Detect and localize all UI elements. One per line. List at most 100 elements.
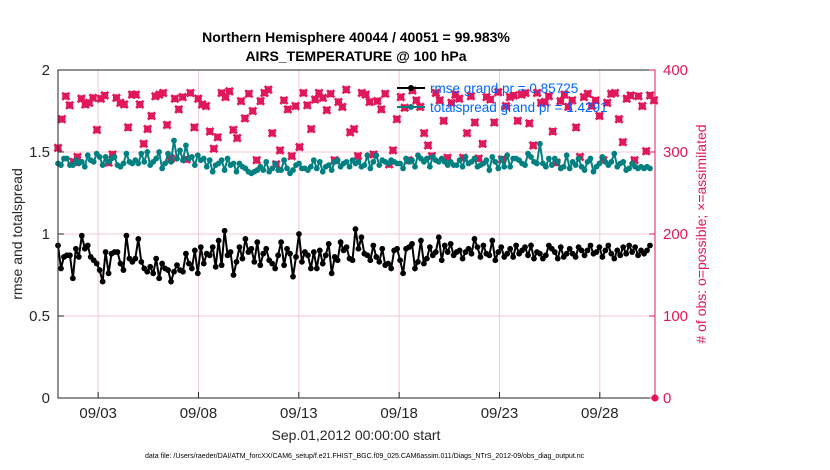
obs-assimilated-point — [466, 91, 476, 101]
obs-assimilated-point — [524, 118, 534, 128]
rmse-point — [316, 247, 323, 254]
obs-assimilated-point — [544, 91, 554, 101]
rmse-point — [304, 252, 311, 259]
obs-assimilated-point — [528, 140, 538, 150]
rmse-point — [188, 265, 195, 272]
totalspread-point — [367, 165, 374, 172]
totalspread-point — [278, 167, 285, 173]
rmse-point — [334, 257, 341, 264]
obs-assimilated-point — [185, 88, 195, 98]
rmse-point — [174, 262, 180, 269]
obs-assimilated-point — [520, 88, 530, 98]
totalspread-point — [471, 155, 478, 162]
rmse-point — [313, 265, 320, 272]
totalspread-point — [233, 168, 240, 175]
totalspread-point — [90, 158, 97, 165]
totalspread-point — [370, 158, 377, 165]
chart-title-line2: AIRS_TEMPERATURE @ 100 hPa — [245, 48, 466, 64]
totalspread-point — [168, 158, 174, 165]
obs-assimilated-point — [614, 114, 624, 124]
obs-assimilated-point — [493, 87, 503, 97]
totalspread-point — [423, 155, 430, 162]
rmse-point — [236, 244, 243, 251]
obs-assimilated-point — [435, 95, 445, 105]
axes: 0 0.5 1 1.5 2 0 100 200 300 400 09/03 09/08 09/13 09/… — [29, 62, 688, 422]
totalspread-point — [563, 152, 570, 159]
rmse-point — [147, 263, 154, 270]
obs-assimilated-point — [57, 114, 67, 124]
rmse-point — [468, 250, 475, 257]
rmse-point — [426, 244, 433, 251]
totalspread-point — [194, 152, 201, 159]
obs-assimilated-point — [279, 95, 289, 105]
totalspread-point — [575, 155, 582, 162]
totalspread-point — [495, 165, 502, 172]
rmse-point — [123, 232, 130, 239]
totalspread-point — [81, 163, 88, 170]
rmse-point — [525, 252, 531, 259]
rmse-point — [471, 236, 478, 242]
totalspread-point — [620, 158, 627, 165]
rmse-point — [418, 237, 424, 244]
rmse-point — [278, 239, 285, 246]
rmse-point — [412, 265, 418, 272]
y-left-tick-label: 1.5 — [29, 144, 50, 161]
rmse-point — [364, 252, 371, 259]
x-tick-label: 09/18 — [380, 405, 418, 422]
totalspread-point — [507, 163, 514, 170]
rmse-point — [599, 254, 606, 260]
obs-assimilated-point — [341, 85, 351, 95]
totalspread-point — [156, 149, 163, 155]
rmse-point — [438, 257, 445, 264]
obs-assimilated-point — [372, 96, 382, 106]
obs-assimilated-point — [454, 94, 464, 104]
rmse-point — [75, 254, 82, 260]
rmse-point — [78, 232, 85, 239]
totalspread-point — [400, 165, 406, 172]
y-right-tick-label: 0 — [663, 390, 671, 407]
rmse-point — [69, 275, 76, 282]
rmse-series — [55, 226, 653, 286]
obs-assimilated-point — [419, 128, 429, 138]
rmse-point — [409, 240, 415, 247]
totalspread-point — [78, 158, 85, 165]
totalspread-point — [483, 157, 490, 164]
obs-assimilated-point — [594, 111, 604, 121]
rmse-point — [293, 254, 299, 260]
rmse-point — [120, 267, 127, 273]
obs-assimilated-point — [291, 101, 301, 111]
totalspread-point — [284, 165, 290, 172]
rmse-point — [349, 257, 356, 264]
totalspread-point — [566, 165, 573, 172]
rmse-point — [233, 258, 240, 265]
rmse-point — [504, 250, 511, 257]
totalspread-point — [528, 154, 534, 160]
totalspread-point — [599, 154, 606, 160]
totalspread-point — [165, 150, 171, 157]
obs-assimilated-point — [131, 90, 141, 100]
rmse-point — [275, 252, 282, 259]
obs-assimilated-point — [509, 90, 519, 100]
rmse-point — [465, 245, 472, 252]
obs-assimilated-point — [92, 125, 102, 135]
rmse-point — [495, 249, 502, 255]
totalspread-point — [141, 158, 148, 165]
obs-assimilated-point — [349, 124, 359, 134]
totalspread-point — [504, 152, 511, 159]
rmse-point — [209, 244, 216, 251]
y-right-tick-label: 300 — [663, 144, 688, 161]
rmse-point — [135, 236, 142, 242]
totalspread-point — [373, 152, 380, 159]
obs-assimilated-point — [439, 116, 449, 126]
rmse-point — [608, 250, 615, 257]
rmse-point — [355, 245, 362, 252]
obs-assimilated-point — [587, 101, 597, 111]
rmse-point — [537, 250, 543, 257]
totalspread-point — [269, 165, 276, 172]
totalspread-point — [281, 157, 287, 164]
totalspread-point — [346, 163, 353, 170]
totalspread-point — [492, 158, 499, 165]
rmse-point — [370, 242, 377, 249]
rmse-point — [578, 247, 585, 254]
totalspread-point — [221, 167, 228, 173]
